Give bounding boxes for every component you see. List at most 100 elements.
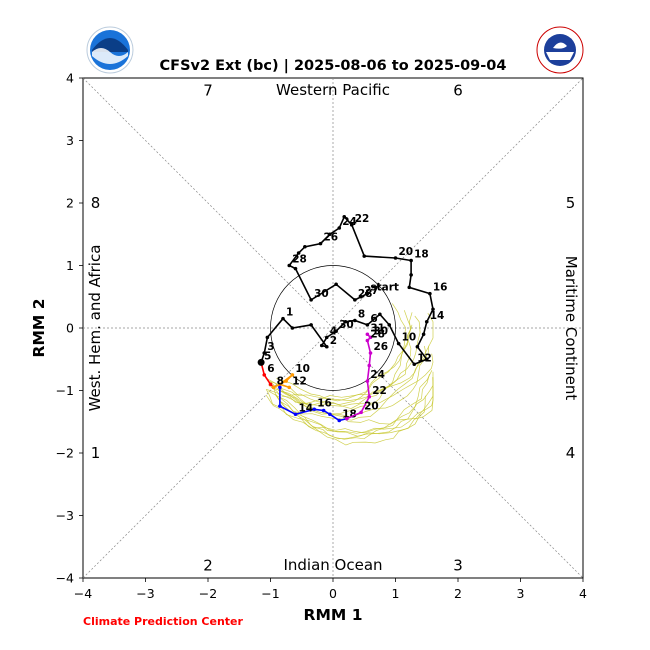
series-point bbox=[409, 258, 413, 263]
day-label: 31 bbox=[370, 322, 385, 334]
series-line bbox=[279, 387, 347, 422]
series-point bbox=[365, 379, 370, 383]
y-tick-label: 0 bbox=[66, 321, 74, 336]
day-label: 26 bbox=[324, 232, 339, 244]
series-point bbox=[359, 410, 363, 415]
ensemble-member-line bbox=[278, 303, 406, 415]
x-tick-label: 3 bbox=[517, 586, 525, 601]
series-point bbox=[290, 373, 295, 377]
series-point bbox=[368, 351, 373, 355]
series-point bbox=[359, 294, 363, 299]
phase-number: 4 bbox=[566, 444, 576, 462]
plot-area bbox=[82, 77, 584, 579]
series-point bbox=[353, 298, 357, 302]
series-point bbox=[415, 344, 420, 349]
ensemble-member-line bbox=[276, 312, 434, 402]
latest-observation-marker bbox=[257, 358, 265, 366]
ensemble-member-line bbox=[275, 370, 433, 440]
day-label: 6 bbox=[267, 363, 274, 375]
nws-logo bbox=[536, 26, 584, 74]
region-label-left: West. Hem. and Africa bbox=[86, 245, 104, 412]
region-label-top: Western Pacific bbox=[276, 81, 390, 99]
day-label: 10 bbox=[295, 363, 310, 375]
ensemble-member-line bbox=[275, 377, 434, 440]
day-label: 26 bbox=[374, 341, 389, 353]
y-tick-label: −2 bbox=[56, 446, 74, 461]
day-label: 30 bbox=[314, 288, 329, 300]
series-point bbox=[262, 351, 267, 355]
day-label: 12 bbox=[417, 352, 432, 364]
noaa-logo bbox=[86, 26, 134, 74]
day-label: 14 bbox=[430, 310, 445, 322]
series-point bbox=[262, 373, 267, 377]
series-point bbox=[337, 226, 342, 230]
phase-number: 8 bbox=[91, 194, 101, 212]
series-point bbox=[387, 323, 392, 327]
day-label: 20 bbox=[364, 400, 379, 412]
y-tick-label: 4 bbox=[66, 71, 74, 86]
series-point bbox=[365, 332, 370, 337]
x-tick-label: −4 bbox=[74, 586, 92, 601]
series-point bbox=[309, 298, 313, 302]
series-point bbox=[353, 318, 357, 323]
phase-number: 7 bbox=[203, 82, 213, 100]
y-tick-labels: −4 −3 −2 −1 0 1 2 3 4 bbox=[56, 71, 83, 586]
day-label: 4 bbox=[330, 325, 337, 337]
series-point bbox=[278, 404, 282, 408]
day-label: 5 bbox=[264, 350, 271, 362]
ensemble-member-line bbox=[265, 353, 434, 409]
series-point bbox=[362, 254, 367, 258]
series-point bbox=[312, 407, 317, 412]
y-tick-label: −3 bbox=[56, 508, 74, 523]
series-point bbox=[396, 341, 401, 346]
ensemble-member-line bbox=[275, 371, 434, 425]
series-point bbox=[324, 335, 329, 340]
series-point bbox=[328, 412, 332, 417]
day-label: 16 bbox=[433, 282, 448, 294]
day-label: 6 bbox=[370, 313, 377, 325]
y-tick-label: 1 bbox=[66, 258, 74, 273]
x-tick-labels: −4 −3 −2 −1 0 1 2 3 4 bbox=[74, 578, 587, 601]
series-point bbox=[318, 241, 323, 246]
region-label-bottom: Indian Ocean bbox=[283, 556, 382, 574]
series-point bbox=[287, 263, 292, 268]
series-point bbox=[393, 256, 398, 260]
day-label: start bbox=[370, 282, 399, 294]
series-point bbox=[337, 418, 342, 423]
series-point bbox=[290, 326, 295, 330]
series-point bbox=[278, 385, 282, 390]
series-line bbox=[260, 362, 275, 388]
y-tick-label: 2 bbox=[66, 196, 74, 211]
phase-number: 6 bbox=[453, 82, 463, 100]
series-point bbox=[365, 338, 370, 343]
series-point bbox=[368, 335, 373, 340]
series-point bbox=[284, 379, 288, 383]
y-axis-label: RMM 2 bbox=[30, 299, 48, 358]
day-label: 12 bbox=[292, 375, 307, 387]
ensemble-member-line bbox=[265, 387, 434, 434]
series-point bbox=[409, 273, 413, 277]
series-point bbox=[321, 408, 326, 413]
ensemble-member-line bbox=[265, 374, 430, 434]
phase-number: 5 bbox=[566, 194, 576, 212]
series-point bbox=[424, 357, 429, 362]
day-label: 30 bbox=[374, 325, 389, 337]
y-tick-label: −1 bbox=[56, 383, 74, 398]
day-label: 8 bbox=[358, 309, 365, 321]
series-point bbox=[349, 223, 354, 227]
region-label-right: Maritime Continent bbox=[562, 256, 580, 401]
day-label: 10 bbox=[402, 332, 417, 344]
x-tick-label: 4 bbox=[579, 586, 587, 601]
series-point bbox=[365, 291, 370, 296]
unit-circle bbox=[270, 265, 396, 391]
ensemble-member-line bbox=[268, 345, 430, 421]
day-label: 1 bbox=[286, 307, 293, 319]
phase-number: 3 bbox=[453, 557, 463, 575]
series-point bbox=[296, 251, 301, 255]
phase-number: 2 bbox=[203, 557, 213, 575]
day-label: 18 bbox=[414, 249, 429, 261]
